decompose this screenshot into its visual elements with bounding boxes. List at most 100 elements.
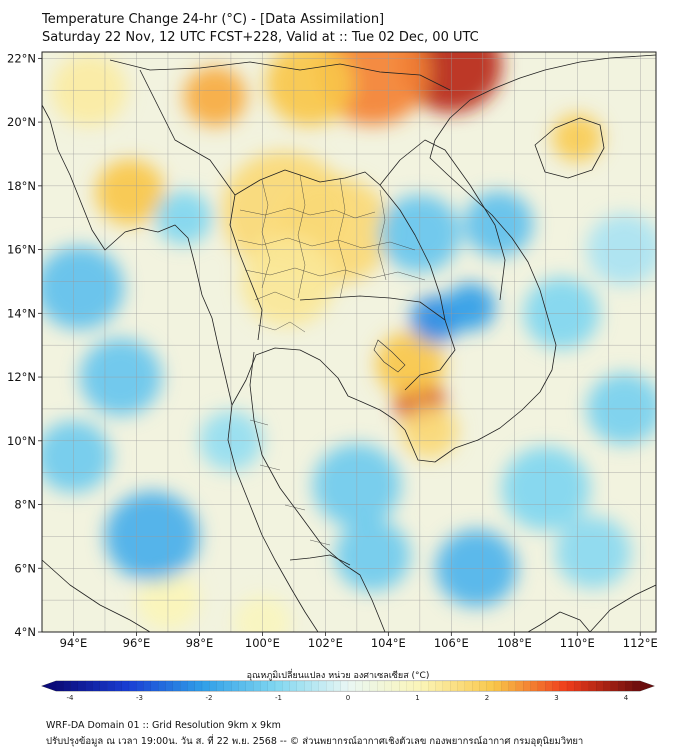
colorbar-tick-label: 1: [415, 694, 419, 702]
colorbar-segment: [340, 680, 349, 692]
colorbar-segment: [85, 680, 93, 692]
colorbar-segment: [428, 680, 436, 692]
coastlines-and-borders: [42, 54, 656, 632]
colorbar-segment: [472, 680, 480, 692]
field-blob-2: [265, 52, 354, 126]
colorbar-segment: [486, 680, 495, 692]
lat-label: 6°N: [14, 561, 36, 575]
colorbar-tick-label: 2: [485, 694, 489, 702]
colorbar-segment: [172, 680, 181, 692]
colorbar-segment: [216, 680, 225, 692]
lat-label: 12°N: [7, 370, 36, 384]
colorbar-segment: [603, 680, 612, 692]
field-blob-29: [555, 516, 631, 589]
colorbar-segment: [150, 680, 159, 692]
lon-label: 110°E: [560, 636, 595, 650]
colorbar-segment: [435, 680, 444, 692]
lon-label: 98°E: [186, 636, 214, 650]
coastline-sumatra: [42, 559, 151, 632]
colorbar-tick-label: -1: [275, 694, 282, 702]
footer-model-info: WRF-DA Domain 01 :: Grid Resolution 9km …: [46, 720, 281, 731]
thai-provinces: [237, 174, 426, 546]
border-myanmar-china: [139, 69, 236, 196]
colorbar: -4 -3 -2 -1 0 1 2 3 4: [41, 680, 655, 702]
field-blob-18: [463, 191, 534, 257]
colorbar-segment: [632, 680, 641, 692]
colorbar-segment: [245, 680, 254, 692]
lon-label: 112°E: [623, 636, 658, 650]
colorbar-segment: [304, 680, 312, 692]
colorbar-segment: [274, 680, 283, 692]
coastline-myanmar-west: [42, 104, 233, 406]
colorbar-segment: [625, 680, 634, 692]
lat-label: 8°N: [14, 498, 36, 512]
longitude-labels: 94°E 96°E 98°E 100°E 102°E 104°E 106°E 108°E 110…: [60, 632, 658, 650]
lon-label: 94°E: [60, 636, 88, 650]
colorbar-segment: [92, 680, 101, 692]
colorbar-segment: [588, 680, 597, 692]
colorbar-segment: [377, 680, 385, 692]
colorbar-segment: [158, 680, 166, 692]
colorbar-segment: [114, 680, 123, 692]
colorbar-segment: [77, 680, 86, 692]
lon-label: 96°E: [123, 636, 151, 650]
colorbar-segment: [442, 680, 451, 692]
colorbar-segment: [574, 680, 582, 692]
field-blob-20: [42, 245, 124, 330]
chart-subtitle: Saturday 22 Nov, 12 UTC FCST+228, Valid …: [42, 30, 479, 45]
colorbar-tick-label: -2: [206, 694, 213, 702]
lon-label: 106°E: [434, 636, 469, 650]
lat-label: 10°N: [7, 434, 36, 448]
lon-label: 102°E: [308, 636, 343, 650]
colorbar-segment: [209, 680, 218, 692]
colorbar-tick-label: -4: [67, 694, 75, 702]
colorbar-segment: [260, 680, 269, 692]
colorbar-segment: [552, 680, 561, 692]
coastline-hainan: [534, 117, 605, 179]
coastline-gulf-thailand: [231, 347, 406, 431]
colorbar-max-extend: [640, 681, 654, 691]
colorbar-min-extend: [42, 681, 56, 691]
colorbar-segment: [530, 680, 539, 692]
field-blob-9: [375, 331, 446, 398]
field-blob-25: [334, 519, 411, 592]
colorbar-segment: [231, 680, 239, 692]
colorbar-segment: [70, 680, 79, 692]
colorbar-tick-label: 4: [624, 694, 629, 702]
colorbar-segment: [194, 680, 203, 692]
colorbar-segment: [362, 680, 371, 692]
colorbar-segment: [450, 680, 458, 692]
colorbar-segment: [508, 680, 517, 692]
colorbar-segment: [326, 680, 334, 692]
colorbar-segment: [537, 680, 546, 692]
colorbar-segment: [464, 680, 473, 692]
colorbar-segment: [296, 680, 305, 692]
colorbar-segment: [180, 680, 188, 692]
colorbar-segment: [617, 680, 626, 692]
colorbar-segment: [610, 680, 619, 692]
lat-label: 20°N: [7, 115, 36, 129]
lat-label: 18°N: [7, 179, 36, 193]
lat-label: 14°N: [7, 306, 36, 320]
colorbar-segment: [399, 680, 407, 692]
colorbar-segment: [369, 680, 378, 692]
border-china-north: [109, 59, 451, 91]
colorbar-segments: [42, 680, 654, 692]
colorbar-segment: [391, 680, 400, 692]
coastline-vietnam: [404, 54, 656, 463]
colorbar-segment: [165, 680, 174, 692]
colorbar-segment: [311, 680, 320, 692]
colorbar-segment: [223, 680, 232, 692]
colorbar-title: อุณหภูมิเปลี่ยนแปลง หน่วย องศาเซลเซียส (…: [246, 671, 430, 681]
colorbar-segment: [99, 680, 108, 692]
map-panel: [42, 52, 656, 632]
colorbar-segment: [136, 680, 145, 692]
colorbar-segment: [566, 680, 575, 692]
colorbar-segment: [581, 680, 590, 692]
latitude-labels: 22°N 20°N 18°N 16°N 14°N 12°N 10°N 8°N 6°N 4°N: [7, 51, 42, 639]
lake-tonle-sap: [373, 339, 406, 373]
lon-label: 100°E: [245, 636, 280, 650]
colorbar-segment: [347, 680, 356, 692]
border-thailand-cambodia: [299, 295, 456, 391]
